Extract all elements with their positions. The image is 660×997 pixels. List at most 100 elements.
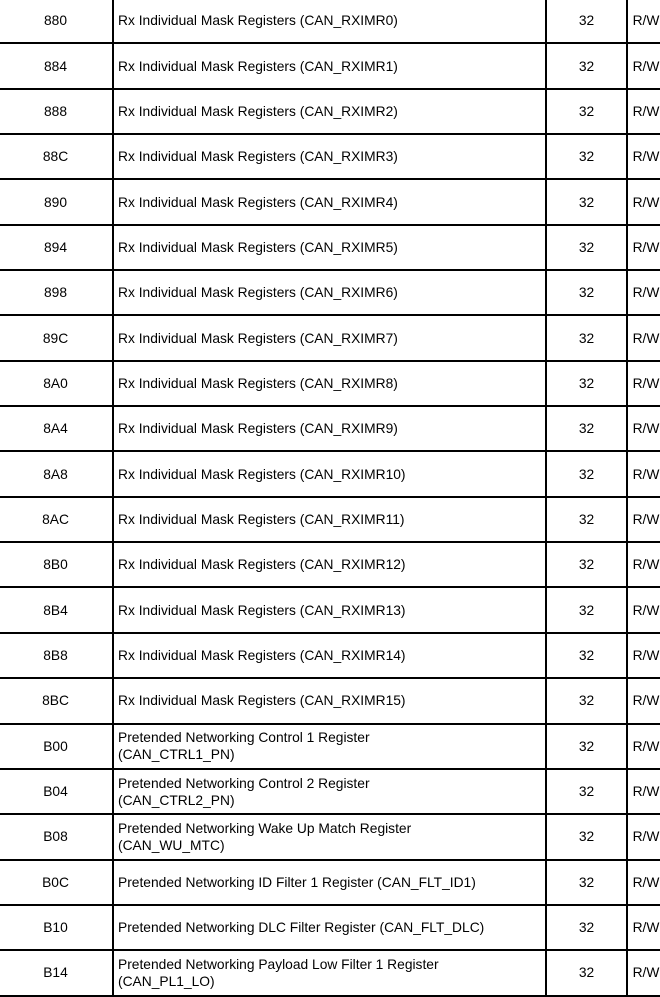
table-row: B04 Pretended Networking Control 2 Regis… <box>0 767 660 816</box>
register-size-cell: 32 <box>545 677 628 725</box>
register-access-cell: R/W <box>626 405 660 453</box>
register-description-cell: Rx Individual Mask Registers (CAN_RXIMR1… <box>112 450 547 498</box>
register-size-cell: 32 <box>545 495 628 544</box>
register-offset-cell: 898 <box>0 269 114 317</box>
register-access-cell: R/W <box>626 314 660 362</box>
table-row: 898 Rx Individual Mask Registers (CAN_RX… <box>0 269 660 317</box>
register-access-cell: R/W <box>626 767 660 816</box>
register-description-cell: Rx Individual Mask Registers (CAN_RXIMR1… <box>112 631 547 680</box>
table-row: 8A0 Rx Individual Mask Registers (CAN_RX… <box>0 359 660 408</box>
register-offset-cell: 890 <box>0 178 114 226</box>
register-description-cell: Rx Individual Mask Registers (CAN_RXIMR1… <box>112 42 547 90</box>
register-access-cell: R/W <box>626 903 660 952</box>
register-offset-cell: 8B4 <box>0 586 114 634</box>
table-row: 8B0 Rx Individual Mask Registers (CAN_RX… <box>0 541 660 589</box>
register-access-cell: R/W <box>626 87 660 136</box>
register-access-cell: R/W <box>626 0 660 45</box>
register-size-cell: 32 <box>545 903 628 952</box>
register-description-cell: Rx Individual Mask Registers (CAN_RXIMR2… <box>112 87 547 136</box>
register-description-cell: Rx Individual Mask Registers (CAN_RXIMR7… <box>112 314 547 362</box>
table-row: B14 Pretended Networking Payload Low Fil… <box>0 949 660 997</box>
table-row: 8A4 Rx Individual Mask Registers (CAN_RX… <box>0 405 660 453</box>
register-access-cell: R/W <box>626 586 660 634</box>
register-access-cell: R/W <box>626 677 660 725</box>
table-row: 8A8 Rx Individual Mask Registers (CAN_RX… <box>0 450 660 498</box>
register-description-cell: Pretended Networking Wake Up Match Regis… <box>112 813 547 861</box>
register-access-cell: R/W <box>626 722 660 770</box>
register-offset-cell: 880 <box>0 0 114 45</box>
register-size-cell: 32 <box>545 586 628 634</box>
register-offset-cell: 884 <box>0 42 114 90</box>
register-description-cell: Rx Individual Mask Registers (CAN_RXIMR3… <box>112 133 547 181</box>
table-row: 8B8 Rx Individual Mask Registers (CAN_RX… <box>0 631 660 680</box>
register-description-cell: Rx Individual Mask Registers (CAN_RXIMR4… <box>112 178 547 226</box>
table-row: 888 Rx Individual Mask Registers (CAN_RX… <box>0 87 660 136</box>
register-offset-cell: 888 <box>0 87 114 136</box>
register-offset-cell: 8A8 <box>0 450 114 498</box>
register-size-cell: 32 <box>545 87 628 136</box>
table-row: 8BC Rx Individual Mask Registers (CAN_RX… <box>0 677 660 725</box>
register-description-cell: Rx Individual Mask Registers (CAN_RXIMR1… <box>112 495 547 544</box>
register-description-cell: Rx Individual Mask Registers (CAN_RXIMR1… <box>112 541 547 589</box>
table-row: 89C Rx Individual Mask Registers (CAN_RX… <box>0 314 660 362</box>
register-offset-cell: 8AC <box>0 495 114 544</box>
register-size-cell: 32 <box>545 223 628 272</box>
register-description-cell: Rx Individual Mask Registers (CAN_RXIMR1… <box>112 586 547 634</box>
register-access-cell: R/W <box>626 269 660 317</box>
register-offset-cell: 8BC <box>0 677 114 725</box>
table-row: 890 Rx Individual Mask Registers (CAN_RX… <box>0 178 660 226</box>
register-access-cell: R/W <box>626 495 660 544</box>
register-description-cell: Pretended Networking Control 1 Register … <box>112 722 547 770</box>
register-size-cell: 32 <box>545 0 628 45</box>
register-access-cell: R/W <box>626 813 660 861</box>
register-offset-cell: B0C <box>0 858 114 906</box>
table-row: B0C Pretended Networking ID Filter 1 Reg… <box>0 858 660 906</box>
register-offset-cell: B00 <box>0 722 114 770</box>
register-access-cell: R/W <box>626 178 660 226</box>
register-description-cell: Pretended Networking Payload Low Filter … <box>112 949 547 997</box>
table-row: B10 Pretended Networking DLC Filter Regi… <box>0 903 660 952</box>
register-size-cell: 32 <box>545 541 628 589</box>
register-offset-cell: 8B8 <box>0 631 114 680</box>
table-row: 88C Rx Individual Mask Registers (CAN_RX… <box>0 133 660 181</box>
register-access-cell: R/W <box>626 42 660 90</box>
register-description-cell: Rx Individual Mask Registers (CAN_RXIMR1… <box>112 677 547 725</box>
register-offset-cell: B14 <box>0 949 114 997</box>
register-description-cell: Pretended Networking Control 2 Register … <box>112 767 547 816</box>
register-offset-cell: 894 <box>0 223 114 272</box>
table-row: B08 Pretended Networking Wake Up Match R… <box>0 813 660 861</box>
table-row: B00 Pretended Networking Control 1 Regis… <box>0 722 660 770</box>
register-size-cell: 32 <box>545 405 628 453</box>
register-offset-cell: B08 <box>0 813 114 861</box>
register-access-cell: R/W <box>626 450 660 498</box>
register-description-cell: Rx Individual Mask Registers (CAN_RXIMR6… <box>112 269 547 317</box>
register-access-cell: R/W <box>626 949 660 997</box>
table-row: 8AC Rx Individual Mask Registers (CAN_RX… <box>0 495 660 544</box>
register-offset-cell: 8A0 <box>0 359 114 408</box>
register-size-cell: 32 <box>545 42 628 90</box>
table-row: 880 Rx Individual Mask Registers (CAN_RX… <box>0 0 660 45</box>
register-access-cell: R/W <box>626 223 660 272</box>
register-size-cell: 32 <box>545 767 628 816</box>
register-offset-cell: 89C <box>0 314 114 362</box>
table-row: 8B4 Rx Individual Mask Registers (CAN_RX… <box>0 586 660 634</box>
register-access-cell: R/W <box>626 133 660 181</box>
register-size-cell: 32 <box>545 133 628 181</box>
register-description-cell: Rx Individual Mask Registers (CAN_RXIMR0… <box>112 0 547 45</box>
register-size-cell: 32 <box>545 178 628 226</box>
register-access-cell: R/W <box>626 858 660 906</box>
register-size-cell: 32 <box>545 858 628 906</box>
table-row: 884 Rx Individual Mask Registers (CAN_RX… <box>0 42 660 90</box>
register-offset-cell: 8A4 <box>0 405 114 453</box>
register-size-cell: 32 <box>545 722 628 770</box>
register-size-cell: 32 <box>545 631 628 680</box>
register-offset-cell: B04 <box>0 767 114 816</box>
register-description-cell: Rx Individual Mask Registers (CAN_RXIMR8… <box>112 359 547 408</box>
register-size-cell: 32 <box>545 813 628 861</box>
register-access-cell: R/W <box>626 541 660 589</box>
register-offset-cell: 88C <box>0 133 114 181</box>
register-description-cell: Rx Individual Mask Registers (CAN_RXIMR9… <box>112 405 547 453</box>
